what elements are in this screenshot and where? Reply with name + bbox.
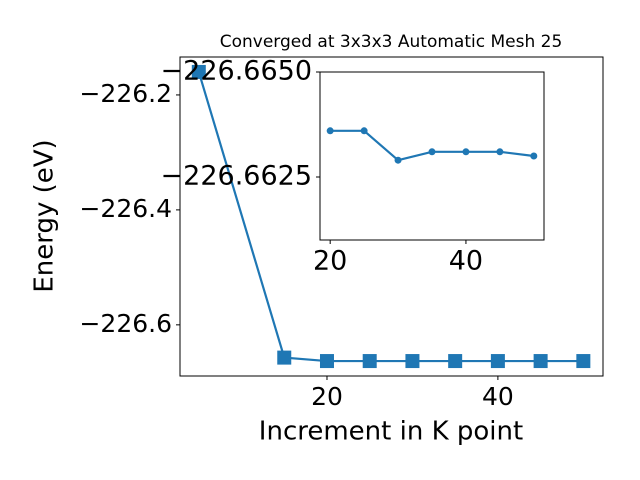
x-tick-label: 40 [449,246,483,277]
marker [428,148,436,156]
marker [490,354,505,369]
y-tick-label: −226.6 [79,309,172,338]
marker [362,354,377,369]
marker [496,148,504,156]
marker [530,152,538,160]
marker [533,354,548,369]
chart-title: Converged at 3x3x3 Automatic Mesh 25 [220,32,563,52]
marker [326,127,334,135]
y-tick-label: −226.6650 [161,56,312,87]
marker [448,354,463,369]
y-tick-label: −226.2 [79,79,172,108]
marker [319,354,334,369]
y-tick-label: −226.4 [79,194,172,223]
marker [277,350,292,365]
marker [394,156,402,164]
y-axis-label: Energy (eV) [30,139,60,292]
x-tick-label: 20 [311,382,343,411]
marker [360,127,368,135]
plot-area [319,71,545,241]
x-tick-label: 20 [313,246,347,277]
marker [191,64,206,79]
marker [576,354,591,369]
marker [462,148,470,156]
x-axis-label: Increment in K point [259,417,523,447]
marker [405,354,420,369]
y-tick-label: −226.6625 [161,161,312,192]
x-tick-label: 40 [482,382,514,411]
